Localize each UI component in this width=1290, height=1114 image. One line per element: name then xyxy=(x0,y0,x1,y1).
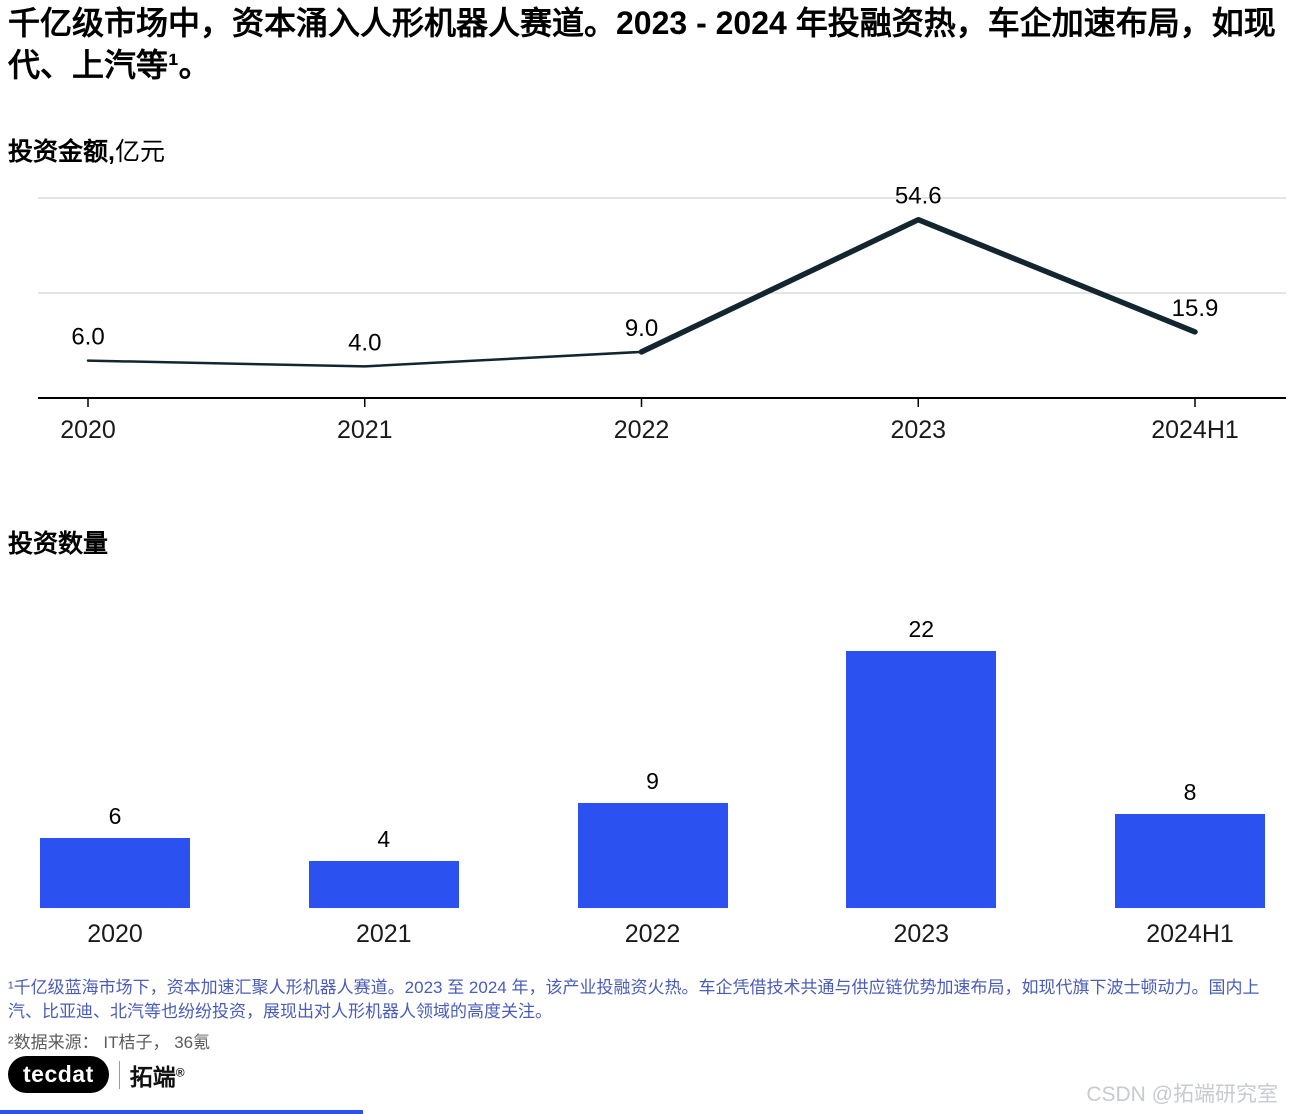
csdn-watermark: CSDN @拓端研究室 xyxy=(1086,1083,1278,1106)
value-label: 9.0 xyxy=(625,315,658,342)
line-chart: 6.0 2020 4.0 2021 9.0 2022 54.6 2023 15.9 2024H1 xyxy=(38,183,1286,444)
x-tick-label: 2023 xyxy=(890,416,946,444)
bar-x-label: 2024H1 xyxy=(1146,920,1234,948)
bar xyxy=(40,837,190,908)
bar-value-label: 8 xyxy=(1183,779,1197,806)
registered-mark: ® xyxy=(175,1064,185,1079)
bar-x-label: 2020 xyxy=(87,920,143,948)
tecdat-logo-pill: tecdat xyxy=(8,1056,109,1093)
footnote-2: ²数据来源： IT桔子， 36氪 xyxy=(8,1033,211,1052)
logo-divider xyxy=(118,1060,120,1089)
bar-x-label: 2022 xyxy=(624,920,681,948)
bar-value-label: 22 xyxy=(908,615,935,642)
line-chart-title-text: 投资金额, xyxy=(8,138,115,166)
bar-chart-title: 投资数量 xyxy=(8,530,109,558)
bar xyxy=(1115,814,1265,908)
line-chart-unit-label: 亿元 xyxy=(114,138,165,166)
value-label: 4.0 xyxy=(348,329,381,356)
value-label: 15.9 xyxy=(1172,295,1219,322)
x-tick-label: 2021 xyxy=(337,416,393,444)
accent-strip xyxy=(0,1110,363,1114)
bar-value-label: 6 xyxy=(108,802,122,829)
logo-brand-cn: 拓端® xyxy=(130,1058,185,1092)
logo-brand-cn-text: 拓端 xyxy=(129,1063,176,1090)
tecdat-logo: tecdat 拓端® xyxy=(8,1056,185,1093)
bar-chart: 6 2020 4 2021 9 2022 22 2023 8 2024H1 xyxy=(0,588,1290,960)
line-chart-title: 投资金额,亿元 xyxy=(8,132,165,168)
bar-value-label: 4 xyxy=(377,826,391,853)
value-label: 6.0 xyxy=(71,324,104,351)
value-label: 54.6 xyxy=(895,183,942,210)
page-title: 千亿级市场中，资本涌入人形机器人赛道。2023 - 2024 年投融资热，车企加… xyxy=(8,5,1276,84)
bar-value-label: 9 xyxy=(646,767,659,794)
bar xyxy=(577,802,728,908)
footnote-1: ¹千亿级蓝海市场下，资本加速汇聚人形机器人赛道。2023 至 2024 年，该产… xyxy=(8,978,1260,1022)
x-tick-label: 2024H1 xyxy=(1151,416,1239,444)
data-line-thin xyxy=(86,350,643,368)
bar xyxy=(846,650,997,908)
bar-x-label: 2023 xyxy=(893,920,950,948)
bar xyxy=(308,861,459,908)
x-tick-label: 2020 xyxy=(60,416,116,444)
bar-x-label: 2021 xyxy=(355,920,412,948)
data-line-emphasis xyxy=(638,216,1198,355)
x-tick-label: 2022 xyxy=(614,416,670,444)
